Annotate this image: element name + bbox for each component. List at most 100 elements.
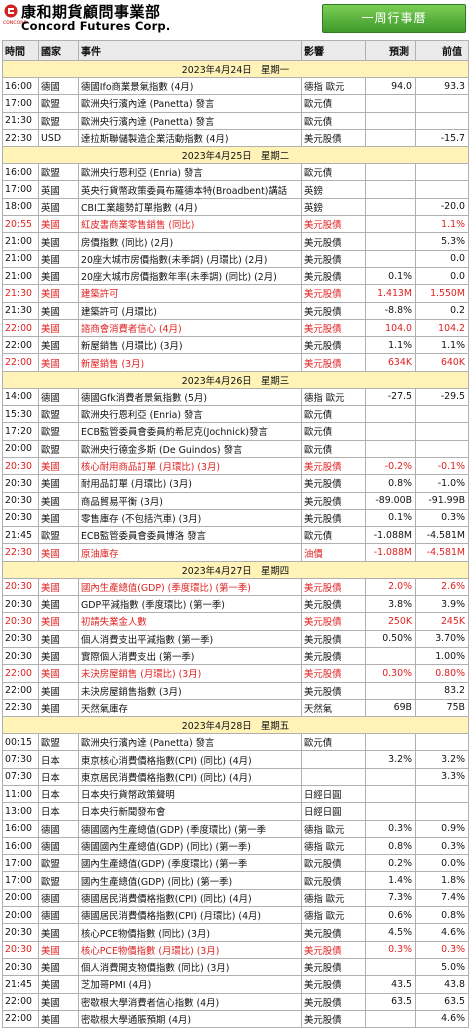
- cell-previous: [415, 422, 469, 441]
- cell-event: 歐洲央行濱內達 (Panetta) 發言: [78, 733, 302, 752]
- cell-time: 07:30: [2, 767, 39, 786]
- cell-event: 德國國內生產總值(GDP) (季度環比) (第一季: [78, 819, 302, 838]
- cell-forecast: 0.50%: [365, 629, 416, 648]
- cell-country: 歐盟: [38, 422, 79, 441]
- cell-impact: 美元股債: [301, 629, 366, 648]
- cell-country: 美國: [38, 474, 79, 493]
- table-row: 22:00 美國 未決房屋銷售指數 (3月) 美元股債 83.2: [2, 681, 469, 700]
- cell-impact: 美元股債: [301, 940, 366, 959]
- cell-country: USD: [38, 128, 79, 148]
- cell-previous: 2.6%: [415, 577, 469, 597]
- cell-forecast: 104.0: [365, 318, 416, 338]
- cell-event: 實際個人消費支出 (第一季): [78, 646, 302, 666]
- cell-country: 美國: [38, 508, 79, 528]
- cell-event: 商品貿易平衡 (3月): [78, 491, 302, 510]
- cell-country: 歐盟: [38, 94, 79, 113]
- cell-time: 21:30: [2, 111, 39, 130]
- table-row: 14:00 德國 德國Gfk消費者景氣指數 (5月) 德指 歐元 -27.5 -29.5: [2, 387, 469, 407]
- cell-time: 22:00: [2, 353, 39, 372]
- table-row: 17:00 歐盟 國內生產總值(GDP) (同比) (第一季) 歐元股債 1.4% 1.8…: [2, 871, 469, 890]
- cell-previous: 3.3%: [415, 767, 469, 786]
- cell-previous: -1.0%: [415, 474, 469, 493]
- cell-country: 美國: [38, 232, 79, 251]
- cell-impact: 英鎊: [301, 197, 366, 217]
- cell-time: 20:30: [2, 577, 39, 597]
- cell-impact: 美元股債: [301, 595, 366, 614]
- table-row: 16:00 德國 德國國內生產總值(GDP) (季度環比) (第一季 德指 歐元 0.3…: [2, 819, 469, 838]
- cell-event: 諮商會消費者信心 (4月): [78, 318, 302, 338]
- cell-event: 個人消費開支物價指數 (同比) (3月): [78, 957, 302, 977]
- table-row: 21:00 美國 20座大城市房價指數年率(未季調) (同比) (2月) 美元股債 0.…: [2, 266, 469, 286]
- cell-country: 日本: [38, 802, 79, 821]
- cell-time: 17:00: [2, 854, 39, 873]
- cell-previous: 0.0: [415, 249, 469, 268]
- cell-event: GDP平減指數 (季度環比) (第一季): [78, 595, 302, 614]
- cell-event: 東京居民消費價格指數(CPI) (同比) (4月): [78, 767, 302, 786]
- cell-country: 德國: [38, 888, 79, 908]
- cell-previous: [415, 802, 469, 821]
- cell-forecast: 7.3%: [365, 888, 416, 908]
- cell-impact: 歐元債: [301, 733, 366, 752]
- cell-forecast: 69B: [365, 698, 416, 718]
- cell-country: 美國: [38, 975, 79, 994]
- table-row: 20:30 美國 GDP平減指數 (季度環比) (第一季) 美元股債 3.8% 3.9%: [2, 595, 469, 614]
- cell-event: 20座大城市房價指數(未季調) (月環比) (2月): [78, 249, 302, 268]
- cell-country: 歐盟: [38, 163, 79, 182]
- cell-time: 20:55: [2, 215, 39, 234]
- table-row: 21:45 美國 芝加哥PMI (4月) 美元股債 43.5 43.8: [2, 975, 469, 994]
- cell-previous: -15.7: [415, 128, 469, 148]
- cell-country: 美國: [38, 577, 79, 597]
- cell-country: 美國: [38, 318, 79, 338]
- cell-previous: 3.9%: [415, 595, 469, 614]
- cell-event: 芝加哥PMI (4月): [78, 975, 302, 994]
- cell-country: 美國: [38, 353, 79, 372]
- cell-previous: 5.3%: [415, 232, 469, 251]
- cell-time: 00:15: [2, 733, 39, 752]
- cell-country: 美國: [38, 266, 79, 286]
- cell-country: 美國: [38, 646, 79, 666]
- cell-previous: [415, 163, 469, 182]
- cell-event: ECB監管委員會委員約希尼克(Jochnick)發言: [78, 422, 302, 441]
- cell-forecast: 1.4%: [365, 871, 416, 890]
- cell-previous: 1.1%: [415, 336, 469, 355]
- cell-event: 歐洲央行濱內達 (Panetta) 發言: [78, 94, 302, 113]
- cell-country: 歐盟: [38, 871, 79, 890]
- table-row: 20:30 美國 國內生產總值(GDP) (季度環比) (第一季) 美元股債 2.0% 2…: [2, 577, 469, 597]
- cell-time: 16:00: [2, 163, 39, 182]
- cell-previous: 245K: [415, 612, 469, 631]
- cell-previous: 0.3%: [415, 940, 469, 959]
- cell-impact: 美元股債: [301, 249, 366, 268]
- cell-country: 歐盟: [38, 854, 79, 873]
- cell-country: 美國: [38, 249, 79, 268]
- table-row: 22:00 美國 密歇根大學消費者信心指數 (4月) 美元股債 63.5 63.5: [2, 992, 469, 1011]
- cell-previous: 0.3%: [415, 836, 469, 856]
- table-row: 22:00 美國 未決房屋銷售 (月環比) (3月) 美元股債 0.30% 0.80%: [2, 664, 469, 683]
- cell-time: 21:00: [2, 266, 39, 286]
- cell-impact: 歐元債: [301, 94, 366, 113]
- cell-forecast: 63.5: [365, 992, 416, 1011]
- cell-previous: 1.550M: [415, 284, 469, 303]
- table-row: 16:00 歐盟 歐洲央行恩利亞 (Enria) 發言 歐元債: [2, 163, 469, 182]
- cell-country: 美國: [38, 923, 79, 942]
- cell-forecast: [365, 232, 416, 251]
- cell-time: 20:30: [2, 456, 39, 476]
- table-row: 20:30 美國 個人消費開支物價指數 (同比) (3月) 美元股債 5.0%: [2, 957, 469, 977]
- cell-forecast: [365, 215, 416, 234]
- table-row: 20:30 美國 核心PCE物價指數 (月環比) (3月) 美元股債 0.3% 0.3%: [2, 940, 469, 959]
- day-header-row: 2023年4月28日 星期五: [2, 716, 469, 735]
- cell-previous: 0.3%: [415, 508, 469, 528]
- cell-impact: 美元股債: [301, 474, 366, 493]
- table-row: 17:20 歐盟 ECB監管委員會委員約希尼克(Jochnick)發言 歐元債: [2, 422, 469, 441]
- table-row: 22:00 美國 密歇根大學通脹預期 (4月) 美元股債 4.6%: [2, 1009, 469, 1028]
- cell-country: 美國: [38, 215, 79, 234]
- cell-forecast: 1.1%: [365, 336, 416, 355]
- cell-country: 美國: [38, 629, 79, 648]
- cell-impact: 歐元股債: [301, 871, 366, 890]
- cell-time: 20:00: [2, 439, 39, 458]
- cell-previous: -4.581M: [415, 543, 469, 562]
- cell-country: 歐盟: [38, 526, 79, 545]
- cell-previous: -29.5: [415, 387, 469, 407]
- cell-event: 英央行貨幣政策委員布羅德本特(Broadbent)講話: [78, 180, 302, 199]
- cell-impact: 歐元債: [301, 111, 366, 130]
- day-date-label: 2023年4月27日 星期四: [2, 560, 469, 579]
